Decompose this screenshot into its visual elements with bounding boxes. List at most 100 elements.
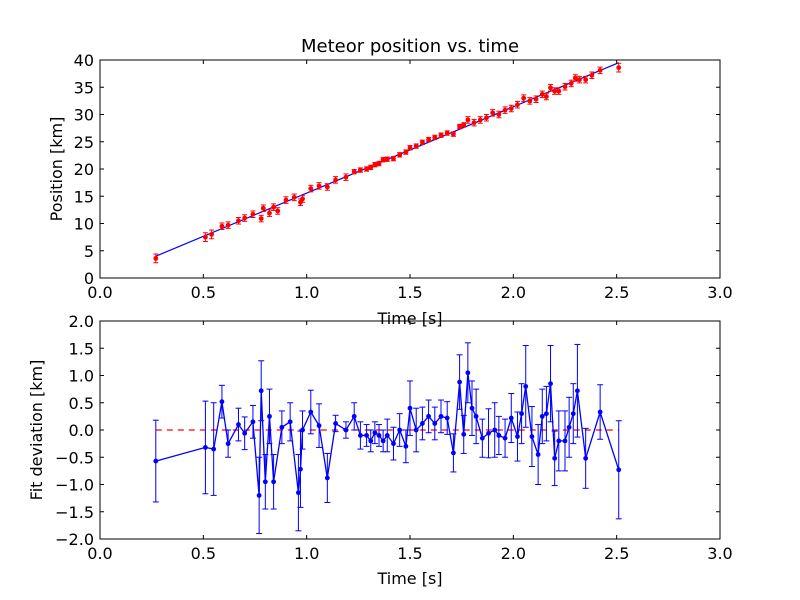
data-point bbox=[291, 194, 297, 200]
x-tick-label: 2.0 bbox=[501, 544, 526, 563]
data-point bbox=[572, 75, 578, 81]
data-point bbox=[432, 134, 438, 140]
data-point bbox=[502, 435, 508, 441]
data-point bbox=[376, 161, 382, 166]
data-point bbox=[616, 467, 622, 473]
x-tick-label: 1.0 bbox=[294, 544, 319, 563]
data-point bbox=[203, 445, 208, 450]
data-point bbox=[287, 419, 293, 425]
data-point bbox=[484, 115, 489, 121]
data-point bbox=[562, 438, 568, 444]
data-point bbox=[271, 204, 276, 210]
data-point bbox=[391, 441, 396, 447]
top-y-axis-label: Position [km] bbox=[47, 117, 66, 222]
y-tick-label: 30 bbox=[74, 106, 94, 125]
data-point bbox=[519, 411, 524, 417]
data-point bbox=[496, 112, 502, 117]
data-point bbox=[300, 196, 305, 202]
data-point bbox=[413, 427, 419, 433]
data-point bbox=[568, 81, 574, 86]
data-point bbox=[225, 441, 231, 447]
data-point bbox=[589, 72, 595, 78]
data-point bbox=[508, 106, 514, 111]
data-point bbox=[275, 208, 281, 214]
x-tick-label: 0.5 bbox=[191, 283, 216, 302]
data-point bbox=[267, 413, 272, 419]
y-tick-label: 0 bbox=[84, 269, 94, 288]
data-point bbox=[300, 427, 305, 433]
y-tick-label: 5 bbox=[84, 242, 94, 261]
data-point bbox=[473, 413, 479, 419]
data-point bbox=[438, 413, 444, 419]
data-point bbox=[616, 65, 622, 71]
data-point bbox=[465, 370, 471, 376]
data-point bbox=[562, 84, 568, 90]
data-point bbox=[548, 381, 553, 387]
y-tick-label: −1.5 bbox=[55, 503, 94, 522]
data-point bbox=[523, 384, 529, 389]
data-point bbox=[343, 174, 349, 180]
data-point bbox=[298, 466, 303, 472]
data-point bbox=[548, 85, 553, 91]
data-point bbox=[219, 223, 225, 229]
data-point bbox=[343, 427, 349, 433]
x-tick-label: 2.5 bbox=[604, 283, 629, 302]
data-point bbox=[358, 433, 363, 438]
data-point bbox=[556, 88, 562, 94]
data-point bbox=[465, 117, 471, 123]
data-point bbox=[271, 479, 276, 485]
data-point bbox=[296, 490, 301, 496]
data-point bbox=[384, 433, 390, 438]
data-point bbox=[376, 433, 382, 438]
data-point bbox=[492, 427, 498, 433]
data-point bbox=[219, 399, 225, 405]
data-point bbox=[515, 434, 520, 439]
data-point bbox=[403, 149, 409, 155]
deviation-line bbox=[155, 372, 620, 496]
data-point bbox=[544, 94, 549, 99]
data-point bbox=[364, 433, 369, 438]
data-point bbox=[407, 405, 413, 411]
data-point bbox=[380, 157, 386, 163]
data-point bbox=[451, 131, 456, 137]
bottom-x-ticks: 0.0 0.5 1.0 1.5 2.0 2.5 3.0 bbox=[87, 321, 733, 563]
data-point bbox=[533, 96, 539, 102]
data-point bbox=[432, 421, 438, 426]
data-point bbox=[479, 435, 485, 441]
data-point bbox=[397, 152, 403, 158]
data-point bbox=[368, 438, 374, 444]
data-point bbox=[486, 430, 491, 436]
data-point bbox=[597, 409, 603, 415]
data-point bbox=[262, 479, 268, 485]
data-point bbox=[575, 388, 580, 394]
data-point bbox=[316, 423, 322, 429]
data-point bbox=[372, 162, 378, 168]
data-point bbox=[426, 413, 431, 419]
y-tick-label: 40 bbox=[74, 51, 94, 70]
data-point bbox=[242, 215, 248, 221]
data-point bbox=[577, 77, 582, 83]
data-point bbox=[527, 98, 533, 104]
y-tick-label: −0.5 bbox=[55, 448, 94, 467]
data-point bbox=[477, 117, 483, 123]
data-point bbox=[444, 130, 450, 136]
data-point bbox=[333, 177, 338, 183]
y-tick-label: 1.5 bbox=[69, 339, 94, 358]
data-point bbox=[384, 156, 390, 162]
data-point bbox=[380, 438, 386, 444]
data-point bbox=[583, 455, 589, 461]
data-point bbox=[316, 183, 322, 189]
data-point bbox=[209, 232, 215, 237]
top-chart: Meteor position vs. time 0.0 0.5 1.0 1.5 2.0… bbox=[47, 36, 733, 328]
data-point bbox=[556, 438, 562, 444]
top-x-axis-label: Time [s] bbox=[376, 309, 442, 328]
data-point bbox=[529, 434, 535, 439]
data-point bbox=[471, 120, 477, 126]
y-tick-label: 25 bbox=[74, 133, 94, 152]
data-point bbox=[420, 421, 425, 426]
y-tick-label: 35 bbox=[74, 78, 94, 97]
data-point bbox=[236, 422, 241, 427]
data-point bbox=[535, 452, 541, 457]
data-point bbox=[308, 186, 314, 192]
